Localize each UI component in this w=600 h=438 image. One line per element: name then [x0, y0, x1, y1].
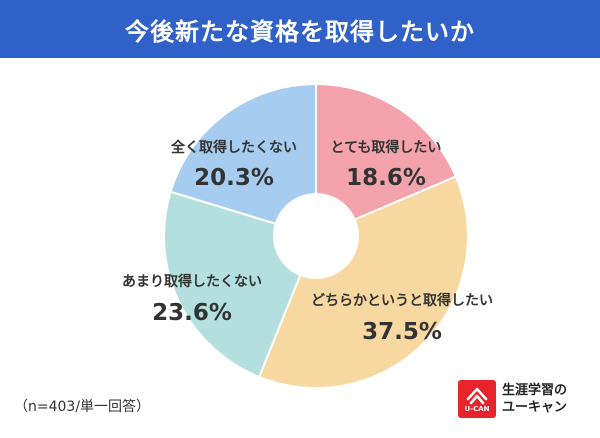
logo-line-1: 生涯学習の: [502, 383, 568, 398]
logo-mark-text: U-CAN: [464, 405, 490, 413]
header-bar: 今後新たな資格を取得したいか: [0, 0, 600, 58]
slice-value-3: 20.3%: [194, 165, 274, 191]
ucan-logo: U-CAN 生涯学習の ユーキャン: [458, 376, 582, 422]
slice-value-0: 18.6%: [346, 165, 426, 191]
pie-slice-3: [169, 82, 317, 238]
ucan-logo-mark: U-CAN: [458, 380, 496, 418]
slice-label-1: どちらかというと取得したい: [311, 292, 493, 309]
page-title: 今後新たな資格を取得したいか: [125, 17, 475, 46]
slice-value-1: 37.5%: [362, 319, 442, 345]
slice-label-3: 全く取得したくない: [170, 139, 297, 156]
slice-value-2: 23.6%: [152, 300, 232, 326]
pie-slice-1: [257, 175, 469, 389]
donut-hole: [273, 193, 359, 279]
sample-note: （n=403/単一回答）: [14, 399, 151, 415]
slice-label-0: とても取得したい: [331, 139, 442, 156]
logo-line-2: ユーキャン: [502, 400, 568, 415]
ucan-bird-icon: [466, 387, 488, 405]
slice-label-2: あまり取得したくない: [122, 273, 262, 290]
logo-wordmark: 生涯学習の ユーキャン: [502, 382, 567, 416]
pie-slice-0: [315, 82, 458, 238]
